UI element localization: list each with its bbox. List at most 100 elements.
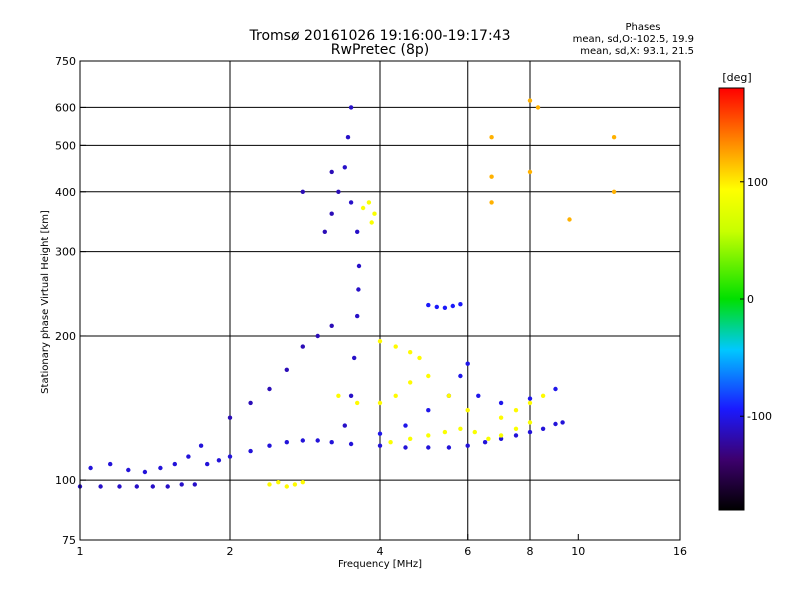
echo-point [300,189,305,194]
x-tick-label: 16 [673,545,687,558]
echo-point [560,420,565,425]
y-tick-label: 200 [55,330,76,343]
echo-point [403,445,408,450]
echo-point [426,433,431,438]
echo-point [342,165,347,170]
echo-point [611,189,617,194]
grid-lines [80,61,680,540]
echo-point [498,433,504,438]
colorbar-tick-label: 0 [747,293,754,306]
echo-point [284,440,289,445]
echo-point [489,174,494,179]
echo-point [292,482,298,487]
echo-point [267,482,272,487]
echo-point [284,484,289,489]
echo-point [465,361,470,366]
echo-point [192,482,197,487]
echo-point [227,415,233,420]
echo-point [348,441,354,447]
echo-point [527,400,533,406]
echo-point [88,465,93,471]
echo-point [442,429,448,435]
echo-point [408,350,413,355]
x-tick-label: 10 [571,545,585,558]
echo-point [611,135,617,140]
echo-point [134,484,139,489]
y-tick-label: 300 [55,246,76,259]
x-tick-label: 8 [527,545,534,558]
echo-point [476,393,481,398]
echo-point [284,367,289,372]
colorbar-tick-label: 100 [747,176,768,189]
stats-o-mode: mean, sd,O:-102.5, 19.9 [573,34,694,45]
echo-point [329,211,334,216]
echo-point [527,429,533,435]
echo-point [540,393,546,398]
echo-point [276,480,281,485]
echo-point [248,448,253,454]
echo-point [393,344,398,349]
y-tick-label: 500 [55,139,76,152]
echo-point [329,440,334,445]
echo-point [540,426,546,431]
echo-point [267,386,272,392]
echo-point [426,445,431,450]
y-tick-label: 400 [55,186,76,199]
echo-point [267,443,272,448]
echo-point [426,408,431,413]
echo-point [348,393,354,398]
echo-point [403,423,408,428]
echo-point [369,220,374,225]
echo-point [366,200,372,205]
echo-point [377,400,383,406]
echo-point [179,482,184,487]
echo-point [377,443,383,448]
echo-point [417,355,422,361]
echo-point [158,465,163,471]
echo-point [150,484,155,489]
echo-point [535,105,541,110]
echo-point [434,304,439,310]
x-tick-label: 1 [77,545,84,558]
x-axis-label: Frequency [MHz] [338,559,422,570]
echo-point [348,105,354,110]
echo-point [567,217,572,222]
chart-subtitle: RwPretec (8p) [331,42,429,58]
echo-point [355,229,360,234]
echo-point [377,339,383,344]
stats-x-mode: mean, sd,X: 93.1, 21.5 [580,46,694,57]
echo-point [408,436,413,441]
chart-title: Tromsø 20161026 19:16:00-19:17:43 [249,28,511,44]
echo-point [393,393,398,398]
echo-point [300,344,305,349]
echo-point [186,454,191,459]
echo-point [142,469,148,475]
echo-point [388,440,393,445]
echo-point [489,200,494,205]
echo-point [527,420,533,425]
echo-point [458,426,463,431]
echo-point [553,386,558,392]
echo-point [513,408,519,413]
echo-point [117,484,122,489]
echo-point [360,205,366,211]
echo-point [329,323,334,328]
echo-point [205,461,210,467]
x-tick-label: 2 [227,545,234,558]
echo-point [216,458,222,463]
echo-point [98,484,103,489]
echo-point [446,393,452,398]
y-tick-label: 750 [55,55,76,68]
y-axis-label: Stationary phase Virtual Height [km] [40,210,51,394]
echo-point [408,380,413,385]
echo-point [527,98,533,103]
echo-point [198,443,204,448]
echo-point [248,400,253,406]
echo-points [77,98,617,489]
echo-point [426,302,431,308]
echo-point [482,440,488,445]
echo-point [336,189,341,194]
echo-point [377,431,383,436]
